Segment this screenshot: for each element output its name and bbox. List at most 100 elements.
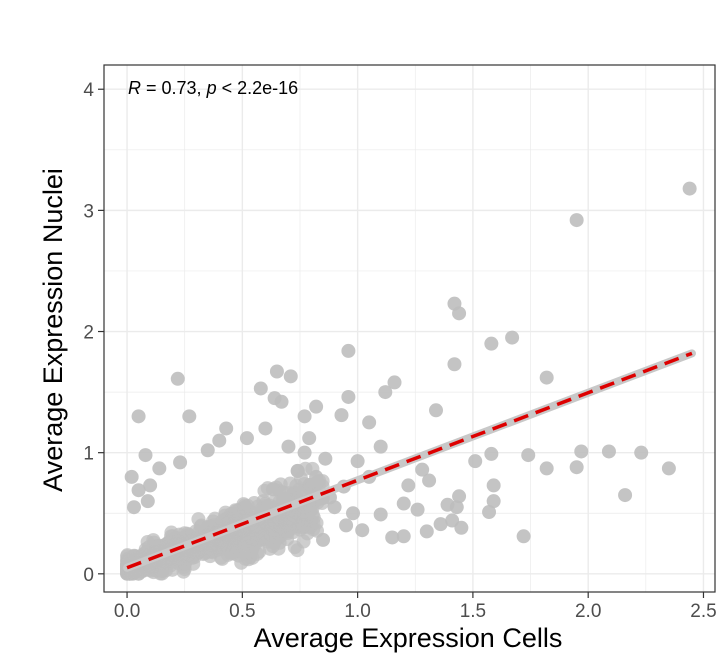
- data-point: [258, 421, 273, 436]
- data-point: [433, 517, 448, 532]
- data-point: [217, 540, 232, 555]
- correlation-annotation: R = 0.73, p < 2.2e-16: [128, 78, 298, 98]
- data-point: [186, 556, 201, 571]
- y-tick-label: 2: [83, 323, 94, 344]
- data-point: [486, 494, 501, 509]
- data-point: [618, 488, 633, 503]
- data-point: [454, 520, 469, 535]
- data-point: [194, 518, 209, 533]
- data-point: [131, 483, 146, 498]
- data-point: [318, 451, 333, 466]
- data-point: [539, 370, 554, 385]
- y-tick-label: 0: [83, 565, 94, 586]
- data-point: [569, 213, 584, 228]
- data-point: [373, 507, 388, 522]
- y-tick-label: 4: [83, 80, 94, 101]
- data-point: [468, 454, 483, 469]
- data-point: [276, 491, 291, 506]
- data-point: [355, 523, 370, 538]
- data-point: [162, 534, 177, 549]
- data-point: [297, 409, 312, 424]
- data-point: [634, 445, 649, 460]
- regression-layer: [123, 349, 696, 572]
- data-point: [569, 460, 584, 475]
- panel-border: [103, 64, 716, 593]
- data-point: [253, 381, 268, 396]
- data-point: [396, 496, 411, 511]
- data-point: [373, 439, 388, 454]
- data-point: [306, 510, 321, 525]
- data-point: [387, 375, 402, 390]
- data-point: [341, 343, 356, 358]
- data-point: [484, 446, 499, 461]
- data-point: [401, 478, 416, 493]
- data-point: [521, 448, 536, 463]
- data-point: [362, 415, 377, 430]
- p-symbol: p: [206, 78, 217, 98]
- data-point: [219, 421, 234, 436]
- data-point: [170, 371, 185, 386]
- data-point: [601, 444, 616, 459]
- data-point: [278, 524, 293, 539]
- data-point: [215, 551, 230, 566]
- y-tick-label: 1: [83, 444, 94, 465]
- data-point: [173, 455, 188, 470]
- data-point: [212, 433, 227, 448]
- data-point: [341, 389, 356, 404]
- x-axis-title: Average Expression Cells: [254, 623, 563, 653]
- data-point: [661, 461, 676, 476]
- data-point: [236, 535, 251, 550]
- data-point: [452, 306, 467, 321]
- data-point: [252, 544, 267, 559]
- data-point: [182, 409, 197, 424]
- regression-line: [126, 351, 693, 570]
- data-point: [422, 473, 437, 488]
- data-point: [309, 399, 324, 414]
- data-point: [449, 500, 464, 515]
- data-point: [200, 443, 215, 458]
- data-point: [484, 336, 499, 351]
- y-tick-label: 3: [83, 201, 94, 222]
- chart-text: R = 0.73, p < 2.2e-16 Average Expression…: [38, 78, 562, 653]
- data-point: [452, 489, 467, 504]
- data-point: [152, 461, 167, 476]
- data-point: [378, 385, 393, 400]
- data-point: [267, 535, 282, 550]
- x-tick-label: 2.0: [575, 601, 601, 622]
- data-point: [131, 566, 146, 581]
- data-point: [410, 502, 425, 517]
- data-point: [415, 462, 430, 477]
- data-point: [138, 448, 153, 463]
- x-tick-label: 1.5: [460, 601, 486, 622]
- p-value: < 2.2e-16: [217, 78, 299, 98]
- data-point: [126, 500, 141, 515]
- data-point: [269, 364, 284, 379]
- r-value: = 0.73,: [141, 78, 207, 98]
- y-axis-title: Average Expression Nuclei: [38, 168, 68, 492]
- grid-lines: [104, 65, 715, 592]
- data-point: [682, 181, 697, 196]
- data-point: [346, 506, 361, 521]
- data-point: [486, 478, 501, 493]
- data-point: [339, 518, 354, 533]
- data-point: [516, 529, 531, 544]
- data-point: [302, 431, 317, 446]
- data-point: [124, 469, 139, 484]
- data-point: [250, 532, 265, 547]
- data-point: [385, 530, 400, 545]
- data-point: [419, 524, 434, 539]
- x-tick-label: 1.0: [344, 601, 370, 622]
- data-point: [140, 494, 155, 509]
- data-point: [143, 478, 158, 493]
- data-point: [151, 539, 166, 554]
- data-point: [297, 445, 312, 460]
- data-point: [131, 409, 146, 424]
- data-point: [350, 454, 365, 469]
- data-point: [316, 532, 331, 547]
- data-point: [447, 357, 462, 372]
- data-point: [429, 403, 444, 418]
- data-point: [482, 505, 497, 520]
- data-point: [290, 463, 305, 478]
